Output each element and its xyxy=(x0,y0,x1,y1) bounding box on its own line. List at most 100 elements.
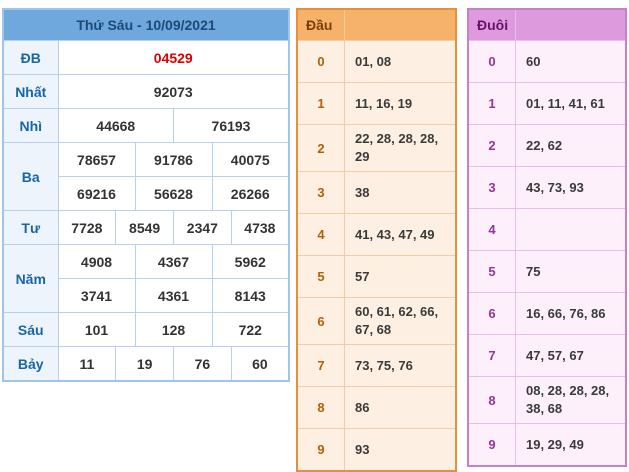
prize-row-nam-2: 3741 4361 8143 xyxy=(3,278,290,313)
head-values: 11, 16, 19 xyxy=(344,82,457,125)
dau-row: 0 01, 08 xyxy=(296,40,457,83)
head-digit: 3 xyxy=(296,171,345,214)
prize-value: 4361 xyxy=(134,278,213,313)
prize-value: 2347 xyxy=(173,210,232,245)
dau-row: 5 57 xyxy=(296,255,457,298)
results-header-row: Thứ Sáu - 10/09/2021 xyxy=(2,8,290,41)
prize-label: Bảy xyxy=(2,346,59,382)
head-values: 60, 61, 62, 66, 67, 68 xyxy=(344,297,457,345)
duoi-header-row: Đuôi xyxy=(467,8,627,41)
tail-values: 01, 11, 41, 61 xyxy=(515,82,627,125)
tail-digit: 2 xyxy=(467,124,516,167)
prize-value: 4738 xyxy=(230,210,290,245)
head-values: 38 xyxy=(344,171,457,214)
head-digit: 6 xyxy=(296,297,345,345)
tail-values: 22, 62 xyxy=(515,124,627,167)
prize-label: Ba xyxy=(2,142,59,211)
head-values: 93 xyxy=(344,428,457,472)
dau-row: 8 86 xyxy=(296,386,457,429)
head-digit: 9 xyxy=(296,428,345,472)
head-values: 41, 43, 47, 49 xyxy=(344,213,457,256)
tail-values: 60 xyxy=(515,40,627,83)
head-digit: 2 xyxy=(296,124,345,172)
duoi-row: 6 16, 66, 76, 86 xyxy=(467,292,627,335)
prize-row-nhi: Nhì 44668 76193 xyxy=(2,108,290,143)
tail-values: 43, 73, 93 xyxy=(515,166,627,209)
prize-value: 92073 xyxy=(57,74,290,109)
duoi-row: 8 08, 28, 28, 28, 38, 68 xyxy=(467,376,627,424)
duoi-row: 0 60 xyxy=(467,40,627,83)
head-values: 86 xyxy=(344,386,457,429)
prize-label: Tư xyxy=(2,210,59,245)
head-digit: 5 xyxy=(296,255,345,298)
head-values: 73, 75, 76 xyxy=(344,344,457,387)
prize-value: 91786 xyxy=(134,142,213,177)
duoi-header-spacer xyxy=(515,8,627,41)
tail-values: 16, 66, 76, 86 xyxy=(515,292,627,335)
tail-digit: 5 xyxy=(467,250,516,293)
prize-value: 5962 xyxy=(211,244,290,279)
dau-row: 1 11, 16, 19 xyxy=(296,82,457,125)
duoi-row: 2 22, 62 xyxy=(467,124,627,167)
tail-digit: 7 xyxy=(467,334,516,377)
duoi-row: 7 47, 57, 67 xyxy=(467,334,627,377)
lottery-results-table: Thứ Sáu - 10/09/2021 ĐB 04529 Nhất 92073… xyxy=(2,8,290,382)
prize-value: 11 xyxy=(57,346,117,382)
head-digit: 0 xyxy=(296,40,345,83)
duoi-row: 9 19, 29, 49 xyxy=(467,423,627,467)
tail-values: 75 xyxy=(515,250,627,293)
dau-row: 6 60, 61, 62, 66, 67, 68 xyxy=(296,297,457,345)
duoi-row: 1 01, 11, 41, 61 xyxy=(467,82,627,125)
duoi-tail-table: Đuôi 0 60 1 01, 11, 41, 61 2 22, 62 3 43… xyxy=(467,8,627,467)
dau-head-table: Đầu 0 01, 08 1 11, 16, 19 2 22, 28, 28, … xyxy=(296,8,457,472)
dau-header-spacer xyxy=(344,8,457,41)
prize-label: Sáu xyxy=(2,312,59,347)
prize-value: 44668 xyxy=(57,108,174,143)
tail-digit: 3 xyxy=(467,166,516,209)
duoi-row: 5 75 xyxy=(467,250,627,293)
dau-row: 7 73, 75, 76 xyxy=(296,344,457,387)
prize-value: 40075 xyxy=(211,142,290,177)
prize-row-db: ĐB 04529 xyxy=(2,40,290,75)
prize-value: 3741 xyxy=(57,278,136,313)
prize-value: 76 xyxy=(173,346,232,382)
head-digit: 4 xyxy=(296,213,345,256)
head-values: 22, 28, 28, 28, 29 xyxy=(344,124,457,172)
prize-value: 8549 xyxy=(115,210,174,245)
duoi-title: Đuôi xyxy=(467,8,516,41)
tail-digit: 8 xyxy=(467,376,516,424)
prize-label: Nhất xyxy=(2,74,59,109)
prize-value: 101 xyxy=(57,312,136,347)
prize-row-nhat: Nhất 92073 xyxy=(2,74,290,109)
prize-label: Nhì xyxy=(2,108,59,143)
prize-value: 26266 xyxy=(211,176,290,211)
head-values: 57 xyxy=(344,255,457,298)
duoi-row: 4 xyxy=(467,208,627,251)
tail-digit: 1 xyxy=(467,82,516,125)
dau-row: 9 93 xyxy=(296,428,457,472)
tail-values: 08, 28, 28, 28, 38, 68 xyxy=(515,376,627,424)
tail-values: 47, 57, 67 xyxy=(515,334,627,377)
tail-values: 19, 29, 49 xyxy=(515,423,627,467)
prize-label: Năm xyxy=(2,244,59,313)
prize-row-nam-1: Năm 4908 4367 5962 xyxy=(2,244,290,313)
dau-title: Đầu xyxy=(296,8,345,41)
prize-value: 78657 xyxy=(57,142,136,177)
dau-row: 4 41, 43, 47, 49 xyxy=(296,213,457,256)
tail-digit: 4 xyxy=(467,208,516,251)
prize-value: 69216 xyxy=(57,176,136,211)
special-prize-value: 04529 xyxy=(57,40,290,75)
prize-value: 60 xyxy=(230,346,290,382)
prize-value: 8143 xyxy=(211,278,290,313)
prize-row-ba-1: Ba 78657 91786 40075 xyxy=(2,142,290,211)
prize-row-bay: Bảy 11 19 76 60 xyxy=(2,346,290,382)
results-date-title: Thứ Sáu - 10/09/2021 xyxy=(2,8,290,41)
prize-value: 722 xyxy=(211,312,290,347)
prize-value: 128 xyxy=(134,312,213,347)
dau-row: 2 22, 28, 28, 28, 29 xyxy=(296,124,457,172)
prize-row-tu: Tư 7728 8549 2347 4738 xyxy=(2,210,290,245)
prize-value: 19 xyxy=(115,346,174,382)
prize-value: 7728 xyxy=(57,210,117,245)
prize-value: 4367 xyxy=(134,244,213,279)
prize-value: 56628 xyxy=(134,176,213,211)
